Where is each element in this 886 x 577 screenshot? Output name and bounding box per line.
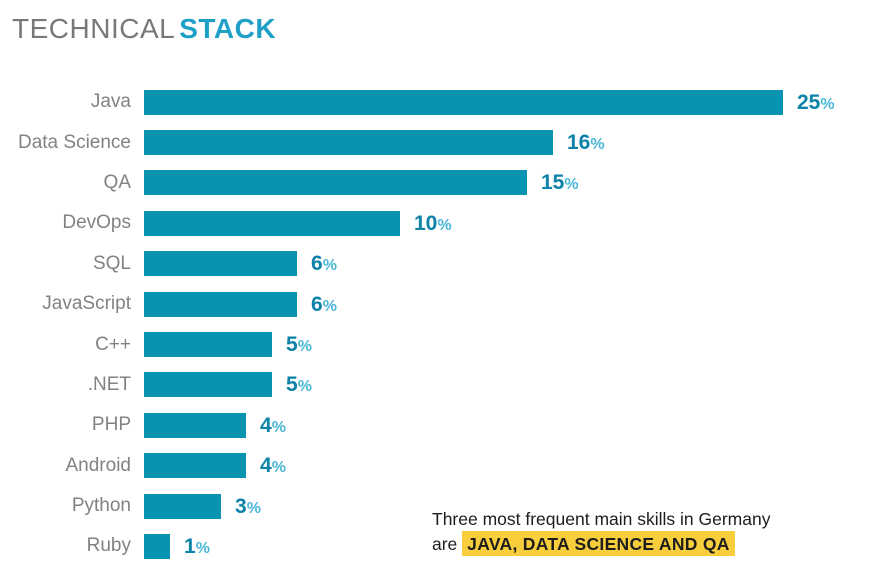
percent-sign: %: [322, 257, 337, 275]
value-number: 3: [235, 494, 247, 518]
value-label: 5%: [286, 374, 312, 395]
value-label: 25%: [797, 92, 835, 113]
category-label: QA: [103, 171, 131, 193]
value-number: 5: [286, 333, 298, 357]
bar: [144, 372, 272, 398]
category-label: JavaScript: [42, 293, 131, 315]
value-label: 5%: [286, 334, 312, 355]
bar-area: 1%: [144, 533, 886, 559]
chart-row: SQL 6%: [0, 244, 886, 284]
value-label: 1%: [184, 536, 210, 557]
bar: [144, 89, 783, 115]
percent-sign: %: [297, 338, 312, 356]
bar-area: 4%: [144, 412, 886, 438]
value-label: 16%: [567, 132, 605, 153]
percent-sign: %: [297, 378, 312, 396]
value-number: 16: [567, 131, 591, 155]
category-label: SQL: [92, 252, 131, 274]
value-label: 4%: [260, 415, 286, 436]
chart-row: Android 4%: [0, 446, 886, 486]
annotation-prefix: are: [432, 534, 458, 554]
value-label: 3%: [235, 496, 261, 517]
bar-area: 5%: [144, 332, 886, 358]
chart-row: PHP 4%: [0, 405, 886, 445]
category-label: Data Science: [17, 131, 131, 153]
bar-area: 10%: [144, 210, 886, 236]
annotation-line1: Three most frequent main skills in Germa…: [432, 509, 771, 529]
bar: [144, 291, 297, 317]
bar-area: 25%: [144, 89, 886, 115]
page-title: TECHNICAL STACK: [12, 13, 276, 45]
percent-sign: %: [437, 216, 452, 234]
value-number: 15: [541, 171, 565, 195]
annotation-line2: are JAVA, DATA SCIENCE AND QA: [432, 531, 770, 556]
percent-sign: %: [322, 297, 337, 315]
value-number: 25: [797, 90, 821, 114]
chart-row: Data Science 16%: [0, 122, 886, 162]
chart-row: Ruby 1%: [0, 526, 886, 566]
bar: [144, 332, 272, 358]
value-number: 4: [260, 454, 272, 478]
value-number: 6: [311, 292, 323, 316]
value-label: 15%: [541, 172, 579, 193]
category-label: Android: [65, 454, 132, 476]
bar: [144, 412, 246, 438]
percent-sign: %: [246, 499, 261, 517]
bar: [144, 251, 297, 277]
chart-row: Java 25%: [0, 82, 886, 122]
chart-row: C++ 5%: [0, 324, 886, 364]
category-label: Ruby: [86, 535, 131, 557]
value-label: 4%: [260, 455, 286, 476]
value-number: 10: [414, 211, 438, 235]
percent-sign: %: [271, 459, 286, 477]
bar-chart: Java 25% Data Science 16% QA 15% DevOps …: [0, 82, 886, 567]
bar-area: 4%: [144, 453, 886, 479]
bar-area: 15%: [144, 170, 886, 196]
category-label: Java: [90, 91, 131, 113]
value-number: 6: [311, 252, 323, 276]
bar: [144, 533, 170, 559]
bar-area: 6%: [144, 251, 886, 277]
bar: [144, 210, 400, 236]
category-label: PHP: [91, 414, 131, 436]
chart-row: .NET 5%: [0, 365, 886, 405]
bar-area: 5%: [144, 372, 886, 398]
chart-row: QA 15%: [0, 163, 886, 203]
annotation-highlight: JAVA, DATA SCIENCE AND QA: [462, 531, 735, 556]
value-number: 5: [286, 373, 298, 397]
annotation: Three most frequent main skills in Germa…: [432, 508, 770, 556]
bar-area: 16%: [144, 130, 886, 156]
percent-sign: %: [590, 136, 605, 154]
bar-area: 3%: [144, 493, 886, 519]
bar: [144, 493, 221, 519]
category-label: C++: [95, 333, 131, 355]
category-label: DevOps: [62, 212, 131, 234]
percent-sign: %: [271, 418, 286, 436]
value-number: 4: [260, 413, 272, 437]
value-number: 1: [184, 534, 196, 558]
category-label: .NET: [87, 373, 131, 395]
chart-row: JavaScript 6%: [0, 284, 886, 324]
bar: [144, 453, 246, 479]
bar-area: 6%: [144, 291, 886, 317]
page-title-accent: STACK: [179, 13, 277, 44]
bar: [144, 130, 553, 156]
value-label: 6%: [311, 294, 337, 315]
bar: [144, 170, 527, 196]
percent-sign: %: [195, 539, 210, 557]
percent-sign: %: [564, 176, 579, 194]
value-label: 6%: [311, 253, 337, 274]
chart-row: Python 3%: [0, 486, 886, 526]
percent-sign: %: [820, 95, 835, 113]
category-label: Python: [71, 495, 131, 517]
chart-row: DevOps 10%: [0, 203, 886, 243]
page-title-normal: TECHNICAL: [12, 13, 176, 44]
value-label: 10%: [414, 213, 452, 234]
